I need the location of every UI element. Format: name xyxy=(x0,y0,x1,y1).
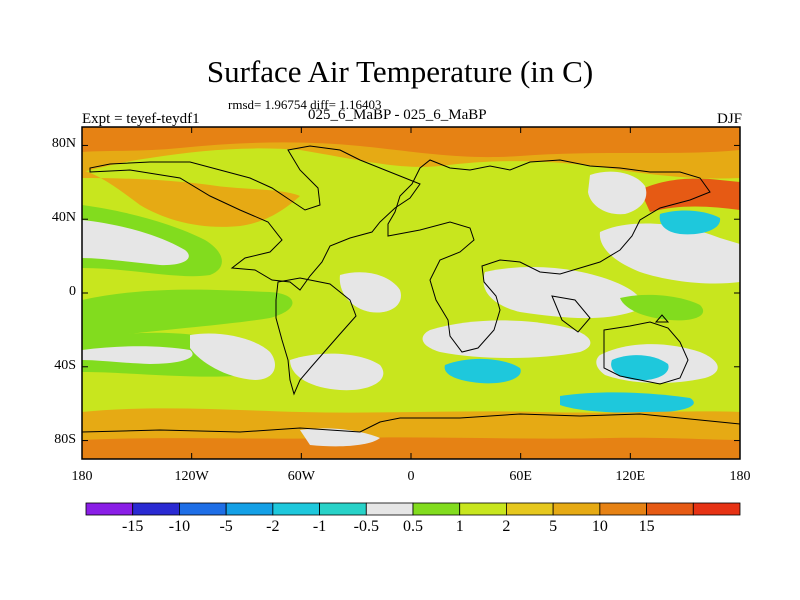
x-tick-label: 180 xyxy=(729,469,751,484)
y-tick-label: 40N xyxy=(51,210,76,226)
colorbar-swatch xyxy=(646,502,694,516)
colorbar-swatch xyxy=(552,502,601,516)
subtitle-label: 025_6_MaBP - 025_6_MaBP xyxy=(308,107,487,123)
colorbar-label: 10 xyxy=(591,518,608,535)
colorbar-swatch xyxy=(225,502,274,516)
colorbar-swatch xyxy=(85,502,134,516)
x-tick-label: 120E xyxy=(615,469,646,484)
colorbar-swatch xyxy=(599,502,647,516)
x-tick-label: 120W xyxy=(174,469,209,484)
colorbar-label: -0.5 xyxy=(353,518,379,535)
x-tick-label: 0 xyxy=(407,469,415,484)
chart-title: Surface Air Temperature (in C) xyxy=(206,54,594,89)
colorbar-swatch xyxy=(319,502,367,516)
x-tick-label: 180 xyxy=(71,469,93,484)
colorbar-swatch xyxy=(459,502,507,516)
colorbar-label: -1 xyxy=(312,518,327,535)
temperature-field xyxy=(82,127,740,459)
colorbar-label: 5 xyxy=(549,518,558,535)
y-tick-label: 80S xyxy=(54,431,76,447)
colorbar-swatch xyxy=(179,502,227,516)
colorbar-label: 0.5 xyxy=(403,518,423,535)
coastlines xyxy=(82,145,740,433)
x-tick-label: 60W xyxy=(287,469,315,484)
y-tick-label: 0 xyxy=(69,284,76,299)
colorbar-swatch xyxy=(132,502,180,516)
experiment-label: Expt = teyef-teydf1 xyxy=(82,111,200,127)
colorbar xyxy=(85,502,741,516)
y-tick-label: 40S xyxy=(54,357,76,373)
colorbar-label: 1 xyxy=(455,518,464,535)
colorbar-swatch xyxy=(365,502,414,516)
season-label: DJF xyxy=(716,111,742,127)
colorbar-swatch xyxy=(272,502,320,516)
axis-ticks xyxy=(81,127,741,459)
colorbar-swatch xyxy=(692,502,741,516)
colorbar-label: -5 xyxy=(219,518,233,535)
colorbar-label: -15 xyxy=(122,518,144,535)
colorbar-label: -10 xyxy=(168,518,191,535)
stats-label: rmsd= 1.96754 diff= 1.16403 xyxy=(228,97,382,112)
colorbar-label: 15 xyxy=(638,518,655,535)
x-tick-label: 60E xyxy=(509,469,532,484)
y-tick-label: 80N xyxy=(51,136,76,152)
colorbar-swatch xyxy=(506,502,554,516)
colorbar-label: 2 xyxy=(502,518,511,535)
colorbar-swatch xyxy=(412,502,461,516)
colorbar-label: -2 xyxy=(266,518,280,535)
